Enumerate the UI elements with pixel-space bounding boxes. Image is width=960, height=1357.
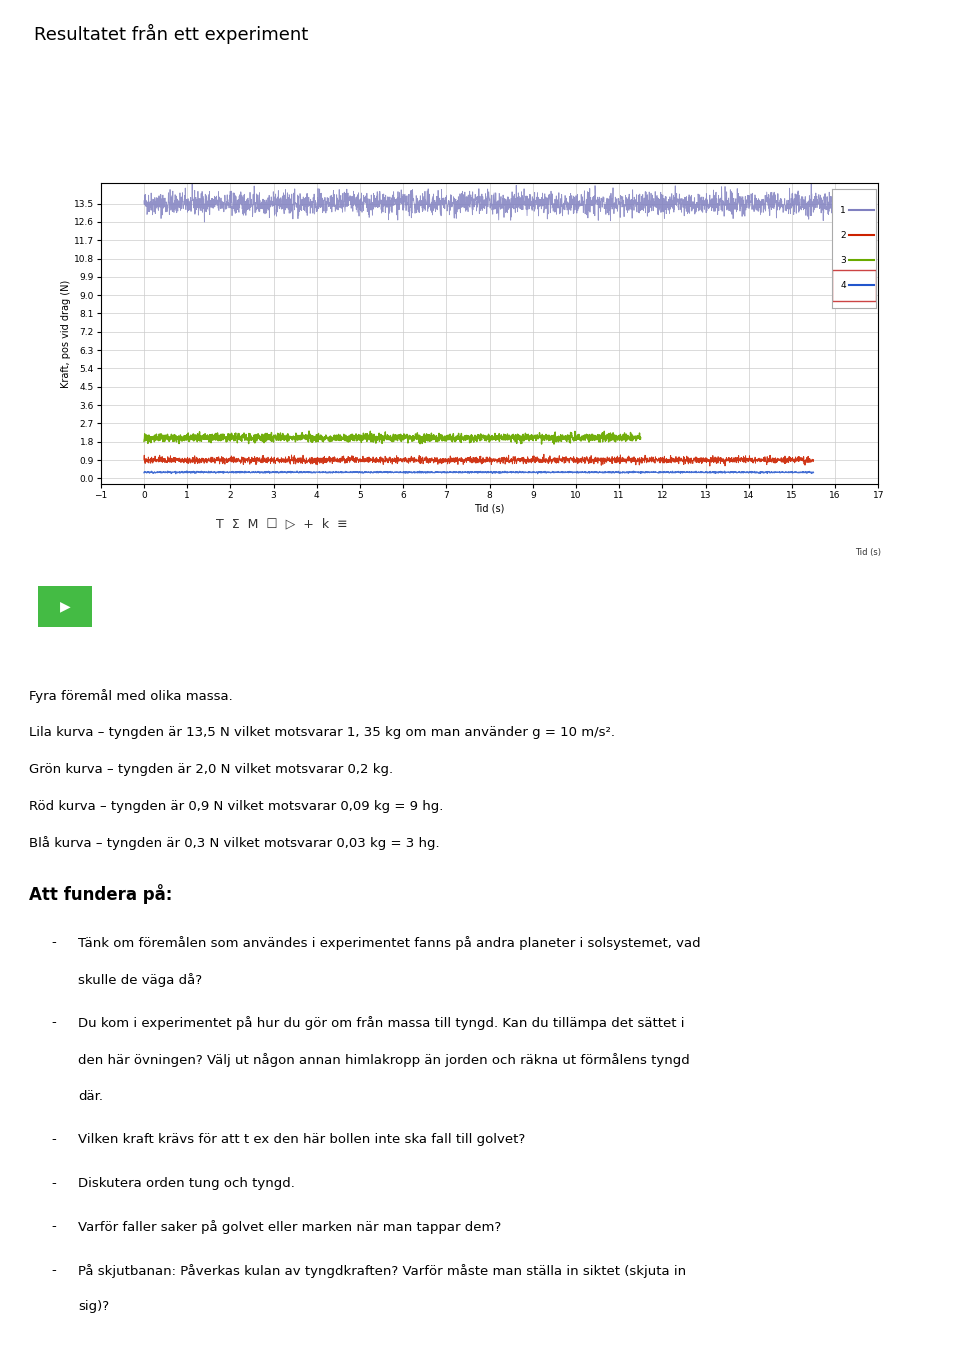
Text: 2: 2: [840, 231, 846, 240]
Text: -: -: [52, 936, 56, 949]
Bar: [832, 270, 876, 301]
Text: Lila kurva – tyngden är 13,5 N vilket motsvarar 1, 35 kg om man använder g = 10 : Lila kurva – tyngden är 13,5 N vilket mo…: [29, 726, 614, 738]
Text: Tänk om föremålen som användes i experimentet fanns på andra planeter i solsyste: Tänk om föremålen som användes i experim…: [79, 936, 701, 950]
Text: 4: 4: [840, 281, 846, 290]
Text: där.: där.: [79, 1090, 104, 1103]
Text: Blå kurva – tyngden är 0,3 N vilket motsvarar 0,03 kg = 3 hg.: Blå kurva – tyngden är 0,3 N vilket mots…: [29, 836, 440, 851]
Text: Periodisk: 10 Hz: Periodisk: 10 Hz: [300, 601, 389, 612]
Text: 1: Diagram 1: 1: Diagram 1: [679, 601, 751, 612]
Text: ▶: ▶: [60, 600, 70, 613]
Y-axis label: Kraft, pos vid drag (N): Kraft, pos vid drag (N): [60, 280, 71, 388]
Text: PASCO: PASCO: [60, 106, 138, 125]
Text: Varför faller saker på golvet eller marken när man tappar dem?: Varför faller saker på golvet eller mark…: [79, 1220, 502, 1234]
Text: 3: 3: [840, 255, 846, 265]
Text: -: -: [52, 1263, 56, 1277]
Text: -: -: [52, 1177, 56, 1190]
Text: skulle de väga då?: skulle de väga då?: [79, 973, 203, 987]
Text: På skjutbanan: Påverkas kulan av tyngdkraften? Varför måste man ställa in siktet: På skjutbanan: Påverkas kulan av tyngdkr…: [79, 1263, 686, 1277]
Text: -: -: [52, 1133, 56, 1147]
Text: Vilken kraft krävs för att t ex den här bollen inte ska fall till golvet?: Vilken kraft krävs för att t ex den här …: [79, 1133, 526, 1147]
Bar: [37, 586, 92, 627]
Text: Att fundera på:: Att fundera på:: [29, 885, 172, 904]
Text: Resultatet från ett experiment: Resultatet från ett experiment: [34, 24, 308, 43]
Text: Du kom i experimentet på hur du gör om från massa till tyngd. Kan du tillämpa de: Du kom i experimentet på hur du gör om f…: [79, 1016, 684, 1030]
Text: 1: 1: [840, 206, 846, 214]
Text: Fyra föremål med olika massa.: Fyra föremål med olika massa.: [29, 689, 232, 703]
Text: 00:00:12,1: 00:00:12,1: [146, 601, 214, 612]
Text: -: -: [52, 1016, 56, 1029]
Text: Diskutera orden tung och tyngd.: Diskutera orden tung och tyngd.: [79, 1177, 296, 1190]
Text: T  Σ  M  ☐  ▷  +  k  ≡: T Σ M ☐ ▷ + k ≡: [216, 517, 348, 531]
Text: den här övningen? Välj ut någon annan himlakropp än jorden och räkna ut förmålen: den här övningen? Välj ut någon annan hi…: [79, 1053, 690, 1067]
Text: -: -: [52, 1220, 56, 1234]
Text: sig)?: sig)?: [79, 1300, 109, 1314]
Text: Röd kurva – tyngden är 0,9 N vilket motsvarar 0,09 kg = 9 hg.: Röd kurva – tyngden är 0,9 N vilket mots…: [29, 799, 444, 813]
Text: Tid (s): Tid (s): [855, 548, 881, 556]
X-axis label: Tid (s): Tid (s): [474, 503, 505, 513]
Text: Grön kurva – tyngden är 2,0 N vilket motsvarar 0,2 kg.: Grön kurva – tyngden är 2,0 N vilket mot…: [29, 763, 393, 776]
